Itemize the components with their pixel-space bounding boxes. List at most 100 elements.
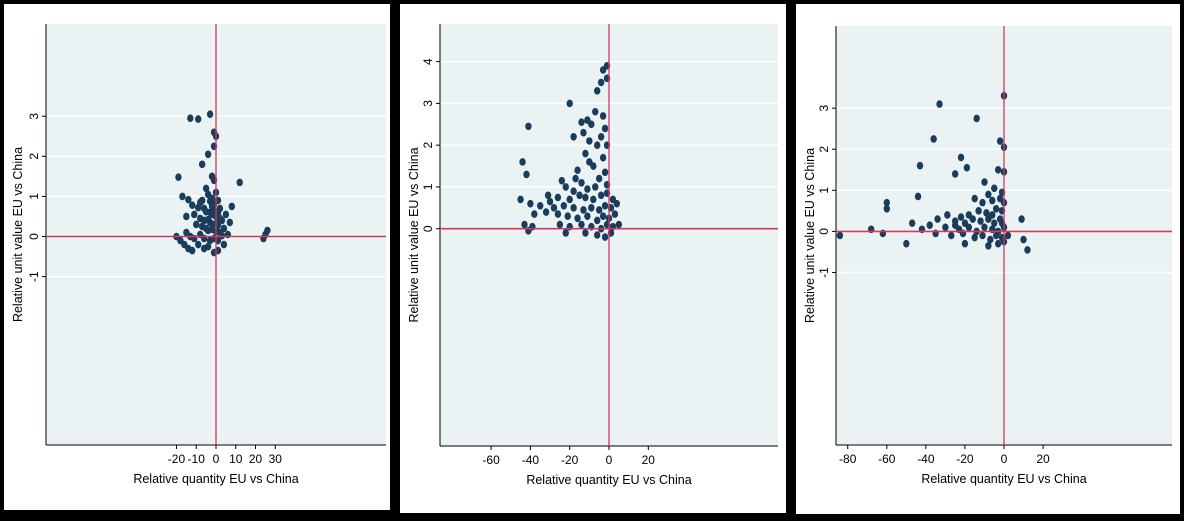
x-tick-label: -20 [168,452,186,466]
data-point [971,233,978,242]
data-point [975,207,982,215]
data-point [965,223,973,232]
data-point [989,211,996,219]
data-point [588,204,595,212]
data-point [963,163,971,172]
data-point [208,194,216,203]
data-point [981,178,988,186]
data-point [206,110,214,119]
x-tick-label: -60 [878,452,896,466]
data-point [914,192,922,201]
data-point [586,137,593,145]
data-point [957,213,965,221]
data-point [592,183,599,191]
data-point [550,204,558,212]
data-point [930,135,937,143]
data-point [992,204,1000,213]
data-point [519,158,526,166]
y-tick-label: 1 [817,187,831,194]
data-point [594,87,601,95]
data-point [218,216,226,225]
data-point [992,231,1000,240]
data-point [597,191,605,200]
data-point [574,214,581,223]
x-tick-label: 30 [269,452,283,466]
data-point [525,122,532,131]
y-tick-label: 3 [27,113,41,120]
x-tick-label: -80 [839,452,857,466]
data-point [193,220,200,229]
data-point [1004,231,1012,240]
data-point [599,66,607,74]
data-point [601,124,609,133]
data-point [187,114,194,123]
y-tick-label: 1 [27,193,41,200]
y-tick-label: 3 [421,100,435,107]
data-point [611,210,619,218]
data-point [264,226,271,235]
data-point [566,195,573,204]
data-point [198,160,206,169]
data-point [204,150,212,159]
data-point [517,195,524,204]
data-point [1024,246,1031,254]
data-point [521,220,528,229]
data-point [183,212,190,221]
data-point [558,176,566,185]
data-point [983,209,990,217]
data-point [576,191,583,200]
data-point [883,204,890,213]
data-point [195,115,202,123]
data-point [560,201,568,210]
data-point [987,235,994,244]
x-axis-title: Relative quantity EU vs China [133,472,298,486]
data-point [951,170,959,178]
data-point [944,211,951,219]
data-point [601,201,609,210]
data-point [189,246,196,255]
y-axis-title: Relative unit value EU vs China [803,148,817,323]
x-tick-label: -20 [561,453,579,467]
y-tick-label: 0 [817,228,831,235]
data-point [883,198,890,207]
data-point [934,215,941,223]
data-point [580,128,587,137]
data-point [586,158,593,166]
data-point [578,178,585,187]
x-tick-label: 10 [229,452,243,466]
x-axis-title: Relative quantity EU vs China [921,472,1086,486]
data-point [979,198,986,207]
y-tick-label: 4 [421,58,435,65]
y-tick-label: -1 [27,271,41,282]
data-point [185,195,192,204]
y-tick-label: 2 [421,142,435,149]
scatter-plot-3: -1 0 1 2 3 -80 -60 -40 -20 0 20 Relative quantity E… [803,26,1172,486]
x-tick-label: -10 [188,452,206,466]
data-point [601,233,609,241]
x-tick-label: -40 [917,452,935,466]
data-point [570,204,577,212]
data-point [994,165,1002,174]
data-point [597,78,605,87]
data-point [584,185,591,193]
x-axis-title: Relative quantity EU vs China [526,473,691,487]
data-point [981,223,988,232]
y-tick-label: 3 [817,105,831,112]
data-point [588,120,595,129]
data-point [996,137,1004,145]
data-point [973,114,980,123]
x-tick-label: 0 [606,453,613,467]
data-point [236,178,243,187]
data-point [979,231,986,240]
x-tick-label: 0 [213,452,220,466]
data-point [196,198,204,207]
data-point [566,99,573,108]
data-point [590,195,597,204]
data-point [926,221,933,230]
data-point [572,174,579,183]
data-point [936,100,943,108]
data-point [570,133,577,141]
y-tick-label: 0 [421,225,435,232]
y-axis-title: Relative unit value EU vs China [407,147,421,322]
data-point [836,231,844,240]
